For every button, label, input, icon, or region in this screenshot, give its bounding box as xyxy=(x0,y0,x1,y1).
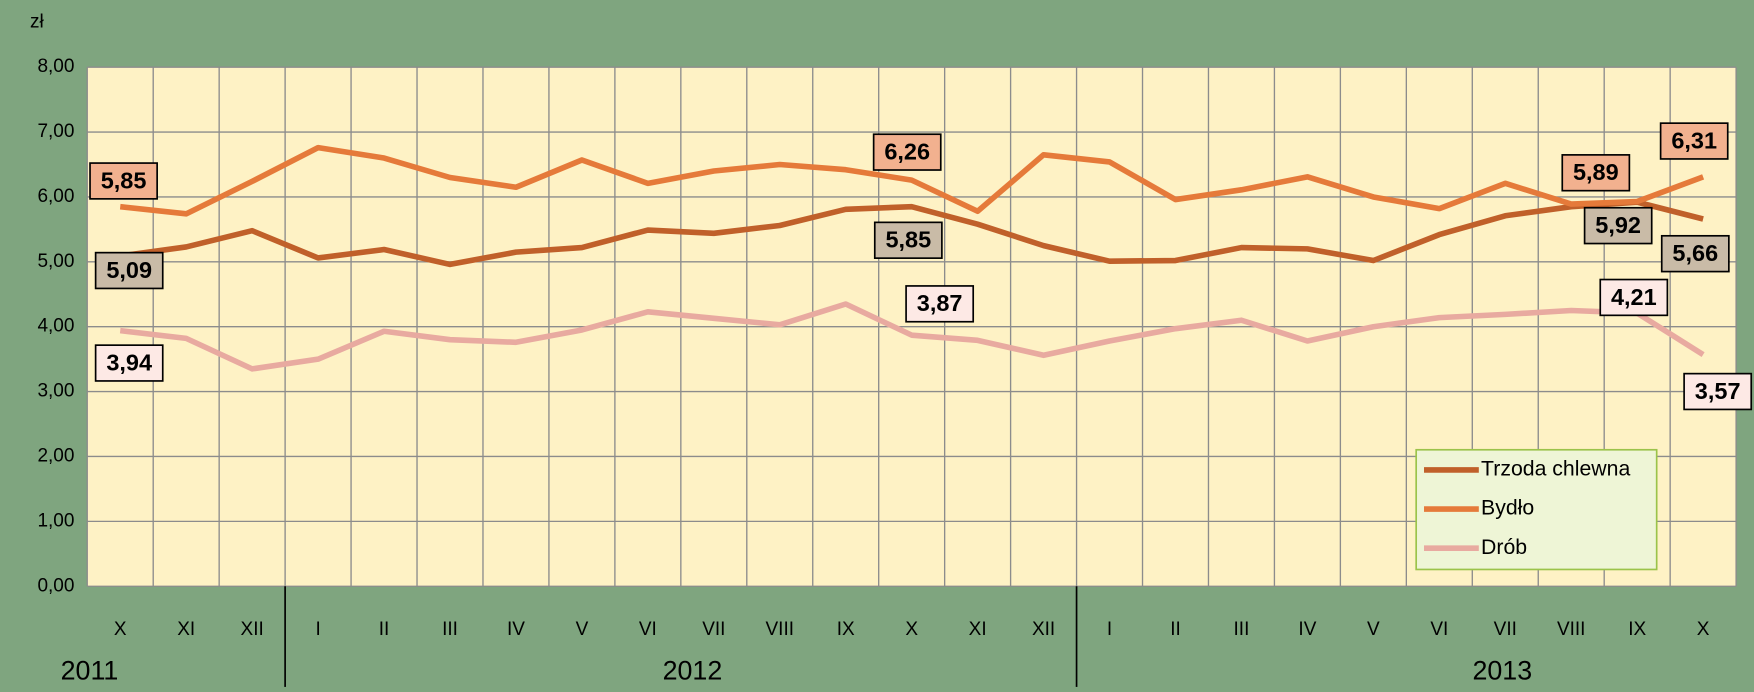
value-label: 5,89 xyxy=(1573,159,1619,185)
value-label: 6,31 xyxy=(1671,127,1717,153)
x-tick-label: I xyxy=(315,619,320,640)
value-label-box xyxy=(89,162,158,200)
value-label-box xyxy=(1561,154,1631,192)
value-label: 3,57 xyxy=(1695,378,1741,404)
legend-label: Trzoda chlewna xyxy=(1481,457,1630,481)
value-label-box xyxy=(905,285,975,323)
value-label-box xyxy=(1583,206,1653,245)
value-label-box xyxy=(1659,122,1729,160)
x-tick-label: VII xyxy=(702,619,725,640)
x-tick-label: XII xyxy=(241,619,264,640)
x-tick-label: IX xyxy=(1628,619,1646,640)
value-label-box xyxy=(873,221,943,259)
x-tick-label: VIII xyxy=(766,619,795,640)
y-tick-label: 6,00 xyxy=(37,186,74,207)
x-tick-label: IV xyxy=(507,619,525,640)
x-tick-label: II xyxy=(379,619,390,640)
x-tick-label: XI xyxy=(177,619,195,640)
x-tick-label: VI xyxy=(639,619,657,640)
value-label: 5,92 xyxy=(1595,212,1641,238)
year-label: 2011 xyxy=(61,655,119,685)
x-tick-label: XII xyxy=(1032,619,1055,640)
y-tick-label: 3,00 xyxy=(37,381,74,402)
x-tick-label: II xyxy=(1170,619,1181,640)
legend-label: Drób xyxy=(1481,535,1527,559)
value-label-box xyxy=(1683,372,1753,411)
series-line xyxy=(119,301,1705,372)
y-tick-label: 4,00 xyxy=(37,316,74,337)
x-tick-label: X xyxy=(114,619,127,640)
value-label-box xyxy=(94,251,164,290)
legend: Trzoda chlewna Bydło Drób xyxy=(1415,448,1658,571)
x-tick-label: IX xyxy=(837,619,855,640)
y-tick-label: 8,00 xyxy=(37,56,74,77)
y-tick-label: 5,00 xyxy=(37,251,74,272)
y-tick-label: 7,00 xyxy=(37,121,74,142)
value-label: 6,26 xyxy=(884,138,930,164)
value-label-box xyxy=(94,344,164,382)
year-label: 2013 xyxy=(1472,655,1532,685)
x-tick-label: VI xyxy=(1430,619,1448,640)
value-label: 3,94 xyxy=(106,349,152,375)
series-line xyxy=(119,199,1704,268)
value-label: 5,66 xyxy=(1672,240,1718,266)
y-tick-label: 0,00 xyxy=(37,575,74,596)
value-label: 5,85 xyxy=(885,227,931,253)
x-tick-label: V xyxy=(1367,619,1380,640)
x-tick-label: VII xyxy=(1494,619,1517,640)
value-label: 3,87 xyxy=(917,290,963,316)
y-tick-label: 1,00 xyxy=(37,510,74,531)
value-label: 5,85 xyxy=(101,167,147,193)
value-label: 5,09 xyxy=(106,257,152,283)
value-label-box xyxy=(1599,278,1669,317)
x-tick-label: I xyxy=(1107,619,1112,640)
legend-label: Bydło xyxy=(1481,496,1534,520)
y-tick-label: 2,00 xyxy=(37,445,74,466)
value-label: 4,21 xyxy=(1611,284,1657,310)
x-tick-label: V xyxy=(576,619,589,640)
value-label-box xyxy=(1660,234,1730,273)
x-tick-label: III xyxy=(1234,619,1250,640)
series-line xyxy=(119,144,1705,217)
y-unit: zł xyxy=(30,11,45,32)
x-tick-label: IV xyxy=(1298,619,1316,640)
x-tick-label: X xyxy=(1697,619,1710,640)
value-label-box xyxy=(872,133,942,171)
year-label: 2012 xyxy=(663,655,723,685)
x-tick-label: VIII xyxy=(1557,619,1586,640)
x-tick-label: X xyxy=(905,619,918,640)
x-tick-label: III xyxy=(442,619,458,640)
x-tick-label: XI xyxy=(969,619,987,640)
